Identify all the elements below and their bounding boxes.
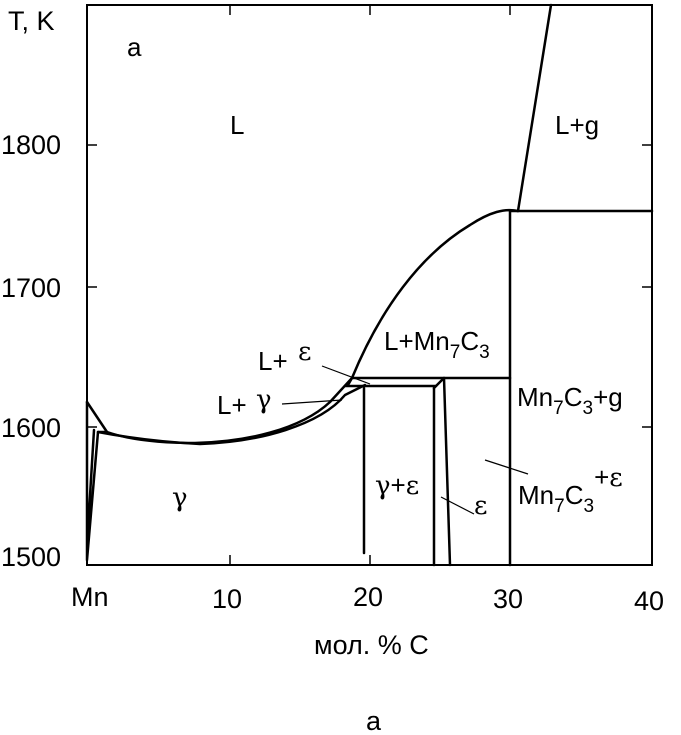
isotherm-1637: [346, 376, 512, 387]
label-mn7c3-graphite: Mn7C3+g: [517, 382, 623, 419]
x-tick-30: 30: [493, 584, 523, 614]
mn-edge-lines: [85, 400, 109, 562]
liquidus-curve: [85, 208, 520, 445]
figure-caption: a: [366, 706, 382, 735]
panel-tag: a: [127, 32, 142, 62]
label-eps: ε: [474, 491, 487, 521]
label-liquid-eps: L+: [258, 346, 288, 376]
y-tick-1500: 1500: [1, 542, 61, 572]
label-gamma: γ: [172, 483, 188, 513]
label-mn7c3-eps: Mn7C3+ε: [518, 462, 623, 517]
phase-boundaries: [85, 3, 654, 567]
y-ticks: [87, 144, 652, 428]
label-liquid-eps-greek: ε: [298, 337, 311, 367]
graphite-liquidus: [516, 3, 553, 213]
x-tick-20: 20: [353, 582, 383, 612]
x-ticks: [229, 5, 511, 565]
eps-boundary: [432, 376, 452, 567]
x-tick-10: 10: [212, 584, 242, 614]
y-tick-1800: 1800: [1, 130, 61, 160]
x-axis-title: мол. % C: [314, 630, 429, 660]
leader-lines: [281, 365, 529, 515]
label-liquid: L: [230, 110, 244, 140]
label-gamma-eps: γ+ε: [375, 470, 419, 501]
label-liquid-graphite: L+g: [555, 110, 599, 140]
y-tick-1600: 1600: [1, 413, 61, 443]
y-axis-title: T, K: [8, 6, 55, 36]
label-liquid-gamma: L+: [217, 390, 247, 420]
y-tick-1700: 1700: [1, 273, 61, 303]
label-liquid-gamma-greek: γ: [256, 385, 272, 415]
label-liquid-mn7c3: L+Mn7C3: [384, 326, 490, 363]
gamma-solidus: [96, 383, 367, 446]
x-tick-40: 40: [634, 586, 664, 616]
x-tick-mn: Mn: [71, 582, 109, 612]
